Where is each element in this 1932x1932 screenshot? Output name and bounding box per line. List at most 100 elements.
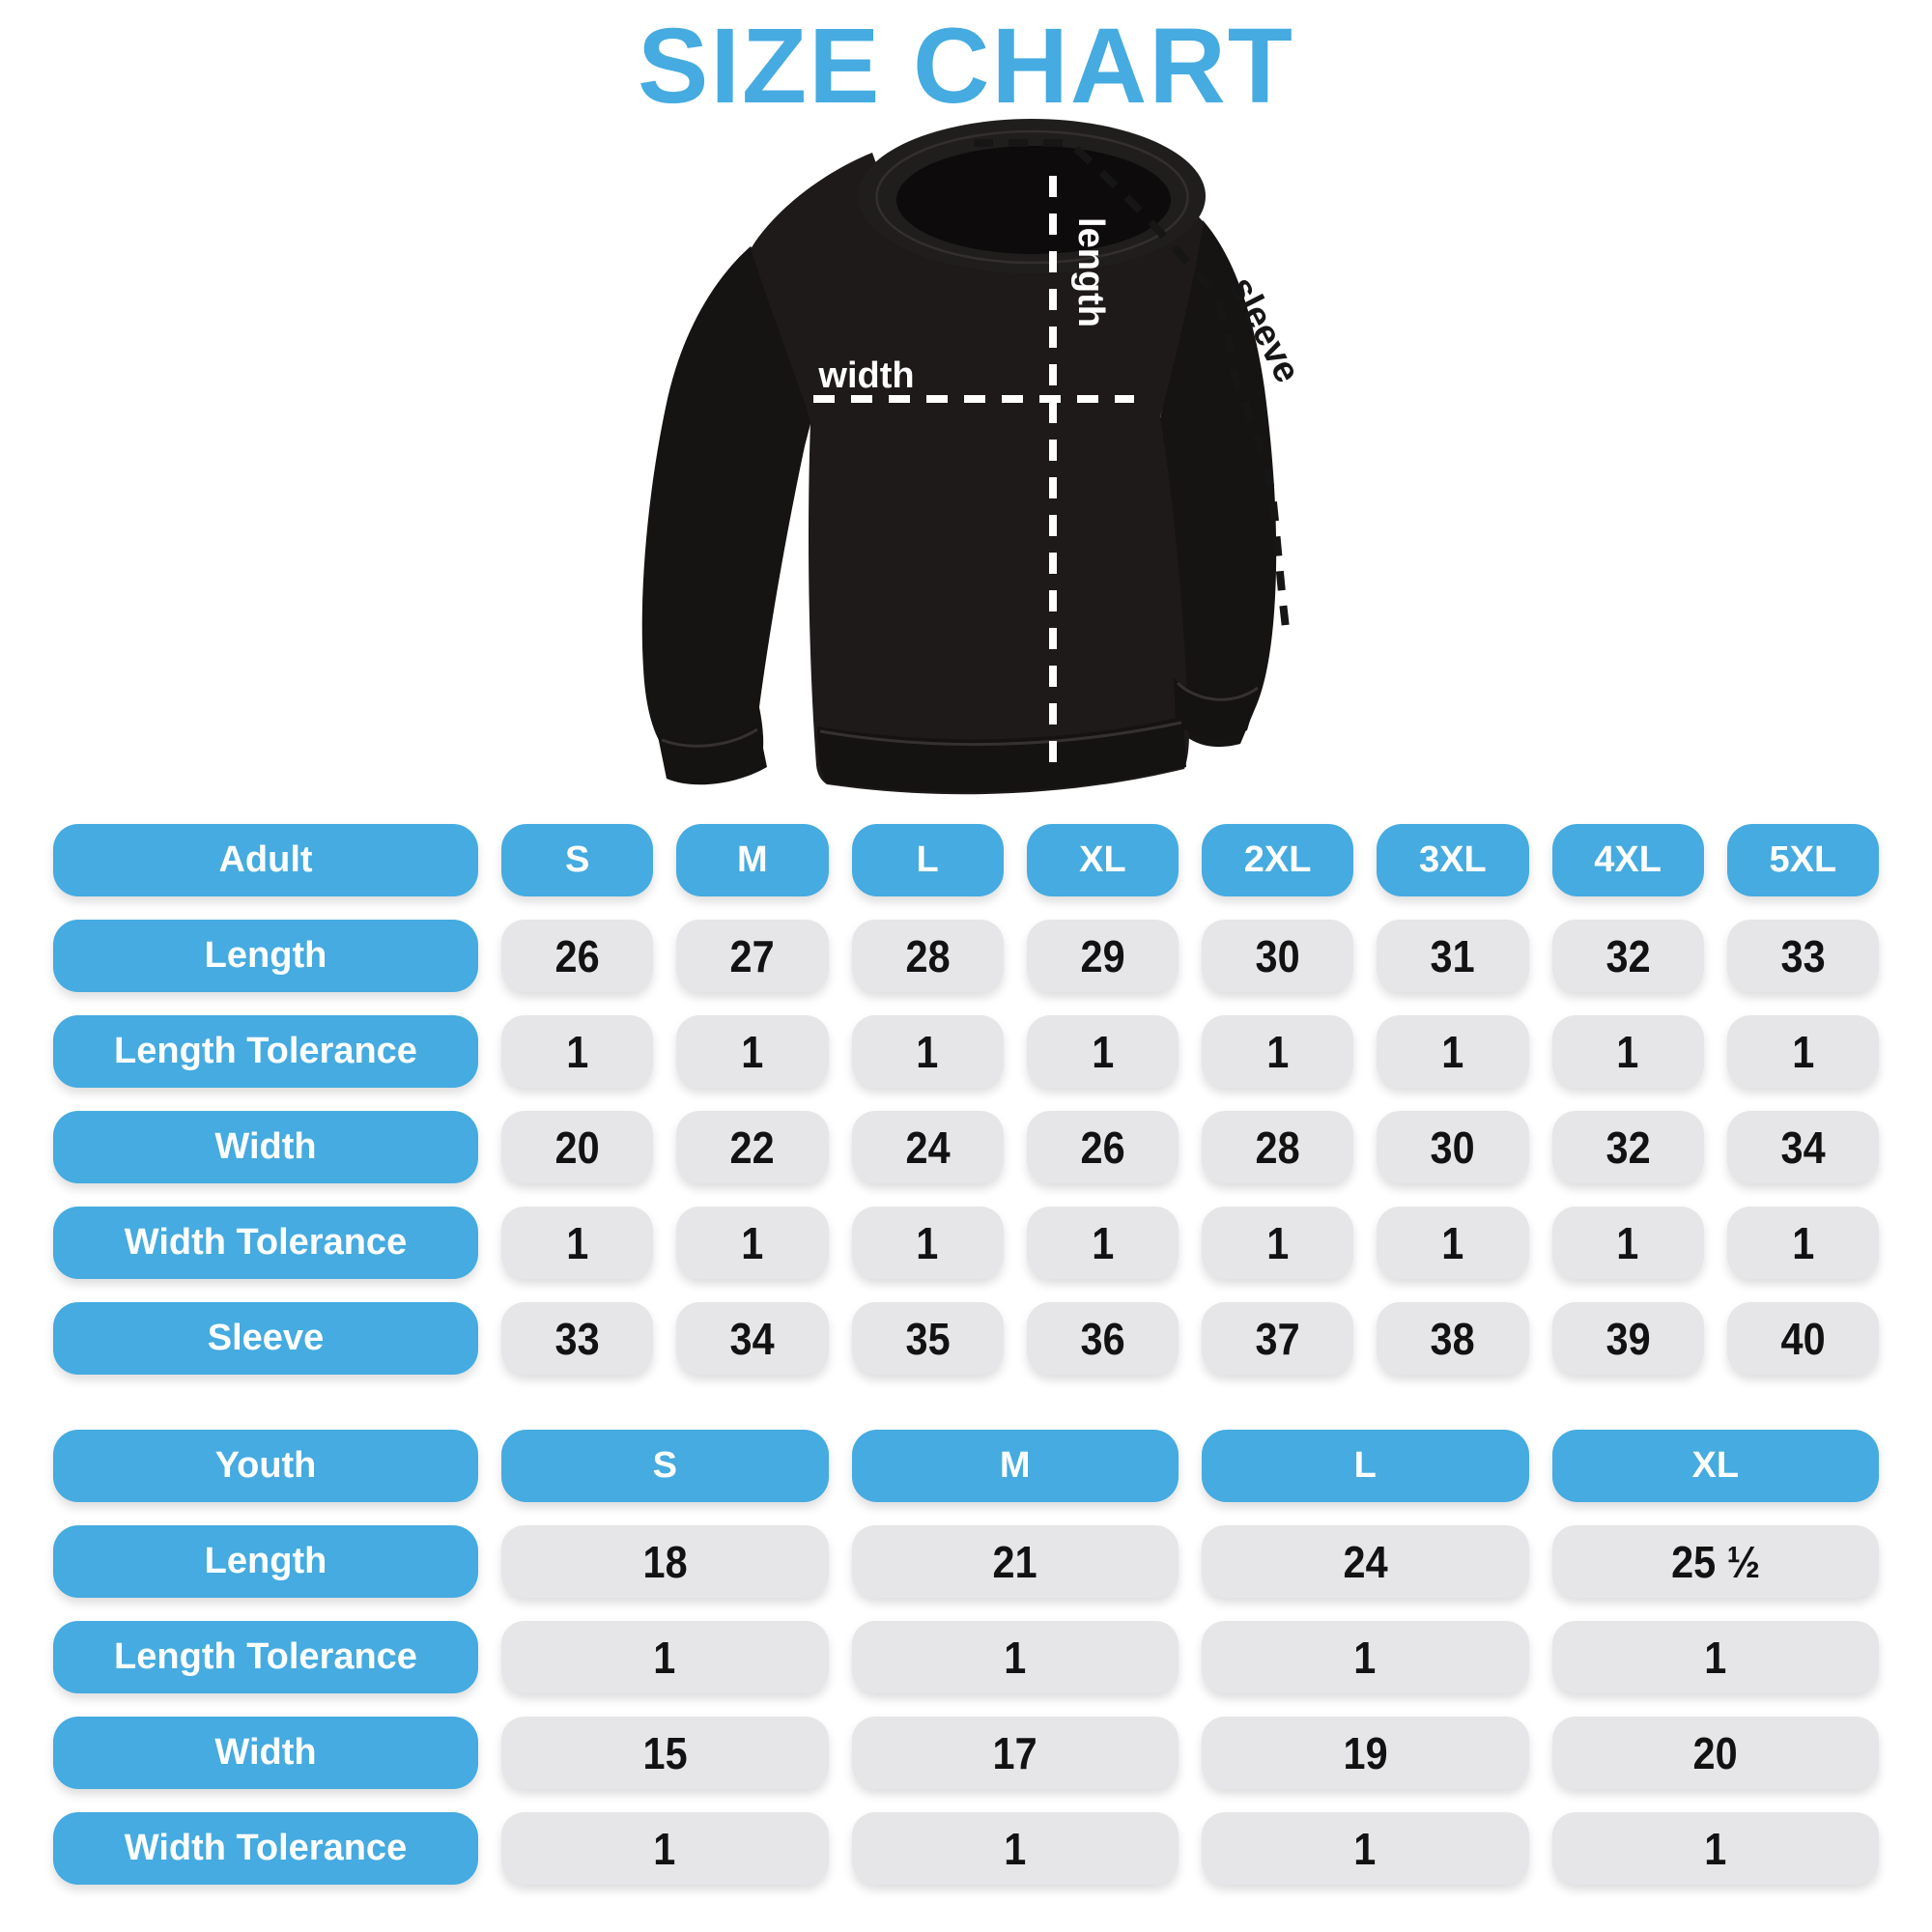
adult-value-cell: 30	[1202, 920, 1354, 992]
adult-row-label-text: Sleeve	[207, 1318, 325, 1358]
adult-value-cell-text: 22	[729, 1122, 775, 1173]
adult-value-cell: 28	[1202, 1111, 1354, 1183]
adult-value-cell-text: 1	[1266, 1217, 1290, 1268]
youth-size-table: Youth S M L XL Length 18 21 24 25 ½ Length Toleran…	[53, 1430, 1879, 1885]
youth-value-cell: 1	[1202, 1812, 1529, 1885]
adult-row-label: Width	[53, 1111, 478, 1183]
youth-value-cell: 21	[851, 1525, 1179, 1598]
adult-size-table: Adult S M L XL 2XL 3XL 4XL 5XL Length 26 27 28 29 30 31…	[53, 824, 1879, 1375]
adult-header-cell: 4XL	[1551, 824, 1704, 896]
youth-value-cell: 18	[501, 1525, 829, 1598]
adult-value-cell-text: 1	[916, 1026, 939, 1077]
youth-value-cell: 15	[501, 1717, 829, 1789]
adult-value-cell-text: 34	[1780, 1122, 1826, 1173]
adult-value-cell: 1	[1026, 1015, 1179, 1088]
adult-header-cell-text: 2XL	[1243, 839, 1312, 880]
adult-value-cell-text: 28	[905, 930, 951, 981]
adult-value-cell-text: 27	[729, 930, 775, 981]
adult-row-label: Width Tolerance	[53, 1207, 478, 1279]
youth-value-cell: 1	[501, 1621, 829, 1693]
youth-value-cell-text: 1	[1004, 1823, 1027, 1874]
adult-value-cell-text: 1	[1616, 1026, 1639, 1077]
youth-value-cell: 24	[1202, 1525, 1529, 1598]
adult-header-cell-text: 5XL	[1769, 839, 1837, 880]
adult-value-cell-text: 1	[1616, 1217, 1639, 1268]
adult-value-cell: 36	[1026, 1302, 1179, 1375]
adult-value-cell: 33	[1726, 920, 1879, 992]
youth-header-label-text: Youth	[214, 1445, 317, 1486]
youth-value-cell-text: 25 ½	[1670, 1536, 1760, 1587]
adult-row-label: Sleeve	[53, 1302, 478, 1375]
adult-value-cell: 29	[1026, 920, 1179, 992]
youth-value-cell-text: 1	[1704, 1632, 1727, 1683]
youth-value-cell: 25 ½	[1551, 1525, 1879, 1598]
adult-value-cell: 37	[1202, 1302, 1354, 1375]
youth-row-label: Width	[53, 1717, 478, 1789]
adult-value-cell-text: 26	[554, 930, 600, 981]
youth-value-cell: 19	[1202, 1717, 1529, 1789]
youth-value-cell-text: 19	[1343, 1727, 1388, 1778]
adult-header-cell: L	[851, 824, 1004, 896]
youth-value-cell-text: 20	[1692, 1727, 1738, 1778]
adult-value-cell-text: 30	[1255, 930, 1300, 981]
youth-row-label: Length Tolerance	[53, 1621, 478, 1693]
adult-value-cell-text: 40	[1780, 1313, 1826, 1364]
youth-value-cell-text: 1	[1353, 1632, 1377, 1683]
youth-value-cell: 1	[851, 1621, 1179, 1693]
youth-value-cell-text: 18	[642, 1536, 688, 1587]
adult-value-cell-text: 31	[1430, 930, 1475, 981]
youth-row-label-text: Length	[204, 1541, 327, 1581]
adult-value-cell: 1	[851, 1207, 1004, 1279]
youth-value-cell-text: 24	[1343, 1536, 1388, 1587]
adult-value-cell-text: 38	[1430, 1313, 1475, 1364]
adult-header-cell-text: S	[564, 839, 590, 880]
adult-value-cell-text: 1	[1091, 1217, 1114, 1268]
adult-value-cell: 38	[1377, 1302, 1529, 1375]
adult-header-cell: 3XL	[1377, 824, 1529, 896]
youth-row-label-text: Width	[214, 1732, 317, 1773]
adult-value-cell-text: 1	[916, 1217, 939, 1268]
sleeve-line	[1073, 146, 1291, 637]
adult-value-cell-text: 30	[1430, 1122, 1475, 1173]
adult-value-cell: 1	[676, 1207, 829, 1279]
youth-value-cell: 1	[501, 1812, 829, 1885]
adult-header-cell: 2XL	[1202, 824, 1354, 896]
adult-value-cell-text: 29	[1080, 930, 1125, 981]
adult-value-cell: 32	[1551, 920, 1704, 992]
youth-header-cell-text: XL	[1691, 1445, 1740, 1486]
adult-value-cell: 31	[1377, 920, 1529, 992]
adult-value-cell-text: 39	[1605, 1313, 1651, 1364]
youth-value-cell-text: 1	[653, 1632, 676, 1683]
adult-value-cell: 1	[676, 1015, 829, 1088]
adult-value-cell: 20	[501, 1111, 654, 1183]
youth-row-label-text: Length Tolerance	[114, 1636, 417, 1677]
adult-value-cell-text: 32	[1605, 930, 1651, 981]
adult-value-cell-text: 1	[566, 1217, 589, 1268]
youth-header-cell: XL	[1551, 1430, 1879, 1502]
youth-value-cell: 1	[1551, 1812, 1879, 1885]
youth-value-cell-text: 1	[653, 1823, 676, 1874]
adult-value-cell: 30	[1377, 1111, 1529, 1183]
adult-value-cell-text: 20	[554, 1122, 600, 1173]
adult-header-cell-text: L	[916, 839, 939, 880]
adult-value-cell: 26	[1026, 1111, 1179, 1183]
youth-value-cell: 1	[851, 1812, 1179, 1885]
youth-value-cell-text: 21	[992, 1536, 1037, 1587]
page-title: SIZE CHART	[638, 7, 1294, 126]
youth-value-cell-text: 17	[992, 1727, 1037, 1778]
youth-value-cell-text: 1	[1004, 1632, 1027, 1683]
adult-row-label-text: Width Tolerance	[124, 1222, 408, 1263]
adult-value-cell-text: 36	[1080, 1313, 1125, 1364]
adult-value-cell: 32	[1551, 1111, 1704, 1183]
adult-row-label-text: Width	[214, 1126, 317, 1167]
sweatshirt-graphic	[641, 119, 1277, 795]
adult-value-cell: 40	[1726, 1302, 1879, 1375]
adult-value-cell: 33	[501, 1302, 654, 1375]
youth-value-cell-text: 1	[1704, 1823, 1727, 1874]
adult-value-cell-text: 1	[1791, 1217, 1814, 1268]
adult-value-cell-text: 1	[1091, 1026, 1114, 1077]
adult-value-cell: 1	[1726, 1015, 1879, 1088]
adult-value-cell-text: 1	[1441, 1217, 1464, 1268]
adult-value-cell-text: 26	[1080, 1122, 1125, 1173]
adult-value-cell-text: 33	[554, 1313, 600, 1364]
